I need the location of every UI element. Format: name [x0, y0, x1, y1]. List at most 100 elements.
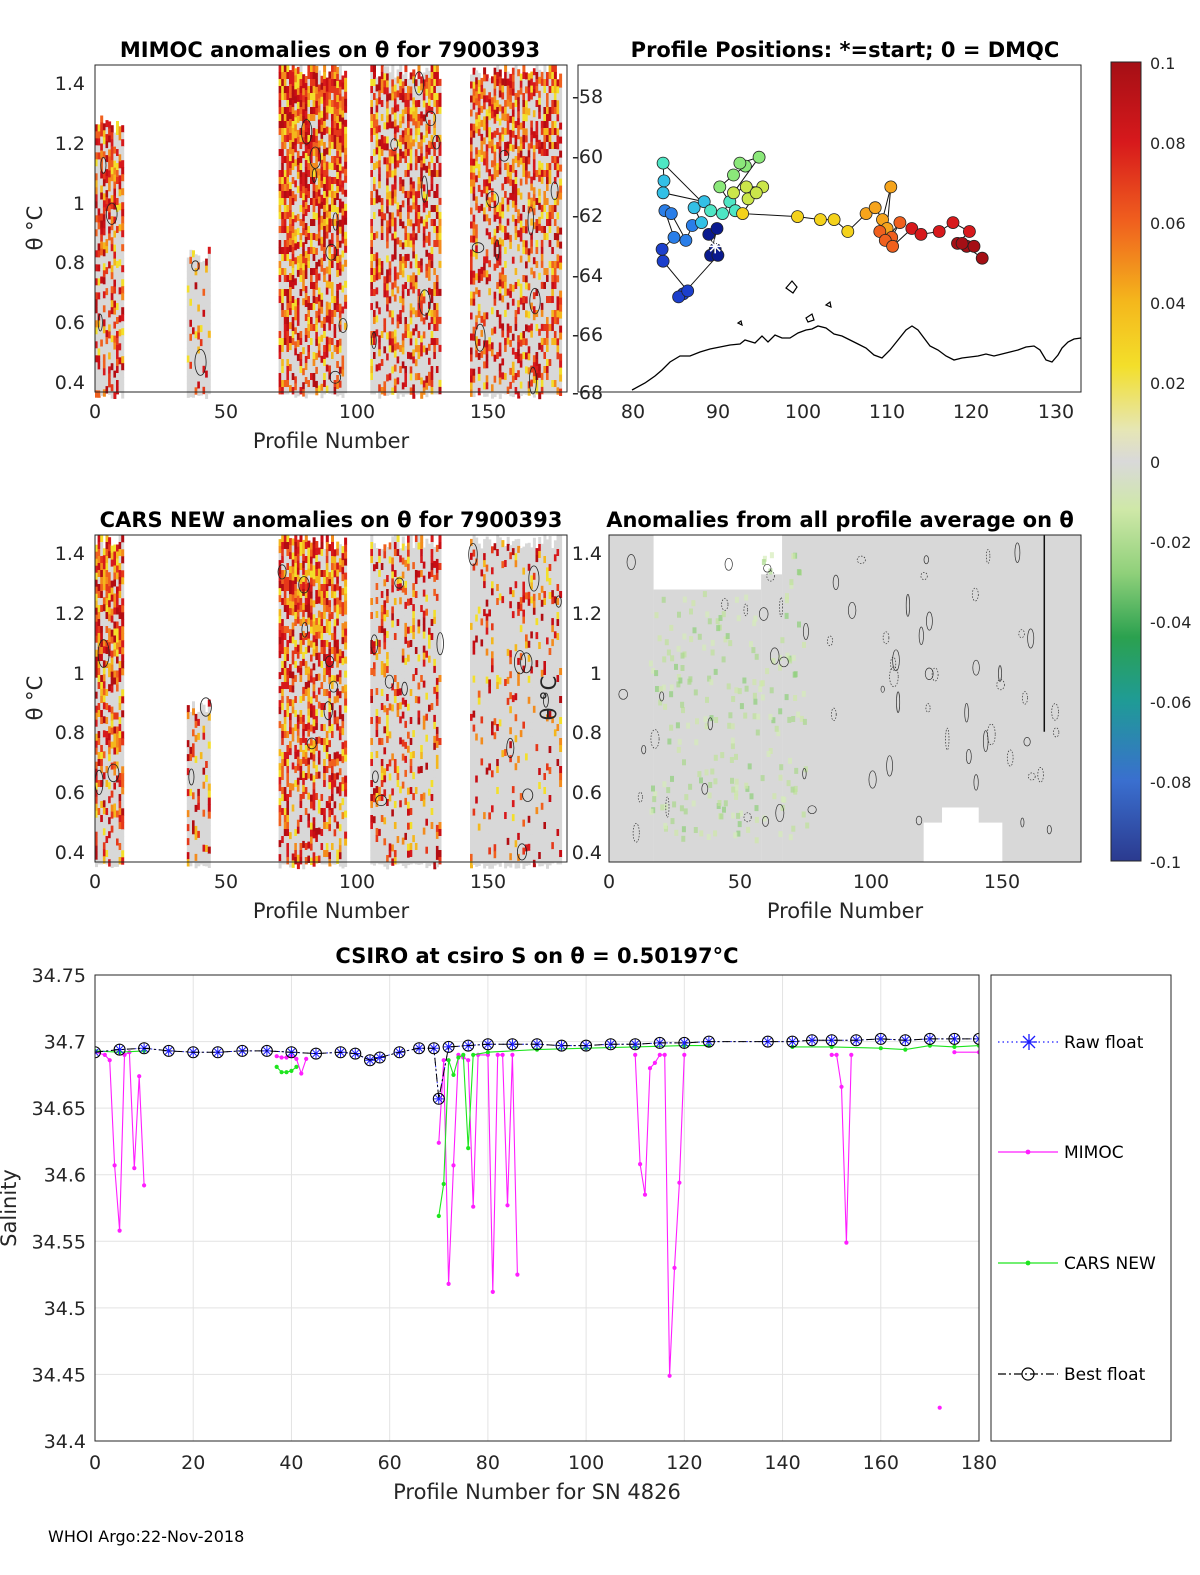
heatmap-cell — [535, 303, 539, 311]
heatmap-cell — [553, 240, 557, 248]
heatmap-cell — [320, 117, 324, 126]
heatmap-cell — [417, 86, 421, 94]
heatmap-cell — [404, 128, 408, 136]
heatmap-cell — [378, 377, 382, 385]
heatmap-cell — [530, 295, 534, 303]
heatmap-cell — [498, 216, 502, 224]
heatmap-cell — [407, 239, 410, 248]
heatmap-cell — [483, 123, 487, 131]
heatmap-cell — [315, 121, 319, 130]
heatmap-cell — [105, 148, 109, 156]
heatmap-cell — [192, 271, 195, 279]
heatmap-cell — [289, 238, 292, 246]
heatmap-cell — [493, 214, 497, 223]
heatmap-cell — [294, 68, 298, 76]
heatmap-cell — [559, 227, 563, 235]
heatmap-cell — [396, 181, 400, 189]
heatmap-cell — [548, 212, 552, 220]
heatmap-cell — [417, 366, 421, 374]
heatmap-cell — [304, 258, 308, 266]
heatmap-cell — [409, 317, 413, 325]
heatmap-cell — [388, 219, 392, 227]
heatmap-cell — [540, 120, 544, 129]
heatmap-cell — [312, 142, 316, 150]
heatmap-cell — [538, 223, 542, 232]
heatmap-cell — [95, 159, 98, 167]
heatmap-cell — [294, 82, 298, 90]
heatmap-cell — [530, 267, 534, 275]
heatmap-cell — [535, 240, 539, 248]
heatmap-cell — [315, 177, 319, 186]
heatmap-cell — [189, 375, 193, 384]
heatmap-cell — [121, 237, 125, 245]
heatmap-cell — [525, 366, 528, 374]
profile-position-marker — [656, 186, 670, 200]
heatmap-cell — [391, 387, 395, 395]
heatmap-cell — [336, 340, 340, 348]
heatmap-cell — [407, 267, 410, 276]
heatmap-cell — [556, 247, 560, 255]
heatmap-cell — [417, 184, 421, 192]
heatmap-cell — [548, 373, 552, 381]
heatmap-cell — [530, 127, 534, 135]
heatmap-cell — [199, 339, 203, 347]
heatmap-cell — [438, 379, 442, 388]
heatmap-cell — [393, 77, 397, 85]
heatmap-cell — [373, 177, 376, 185]
heatmap-cell — [344, 364, 348, 373]
heatmap-cell — [414, 170, 418, 178]
heatmap-cell — [551, 163, 555, 171]
heatmap-cell — [100, 164, 104, 172]
heatmap-cell — [540, 218, 544, 227]
heatmap-cell — [519, 283, 523, 291]
heatmap-cell — [535, 387, 539, 395]
colorbar-tick: -0.1 — [1150, 853, 1181, 872]
heatmap-cell — [294, 320, 298, 328]
heatmap-cell — [105, 316, 109, 324]
heatmap-cell — [336, 116, 340, 124]
heatmap-cell — [530, 274, 534, 282]
heatmap-cell — [307, 324, 311, 332]
heatmap-cell — [320, 180, 324, 189]
heatmap-cell — [100, 241, 104, 249]
heatmap-cell — [283, 289, 287, 297]
heatmap-cell — [386, 157, 390, 165]
heatmap-cell — [396, 153, 400, 161]
heatmap-cell — [97, 124, 101, 132]
heatmap-cell — [430, 177, 434, 185]
heatmap-cell — [393, 154, 397, 162]
heatmap-cell — [538, 83, 542, 92]
heatmap-cell — [100, 157, 104, 165]
heatmap-cell — [517, 90, 521, 98]
heatmap-cell — [472, 305, 476, 314]
heatmap-cell — [296, 297, 300, 306]
heatmap-cell — [475, 287, 479, 295]
heatmap-cell — [407, 281, 410, 290]
heatmap-cell — [383, 374, 387, 382]
heatmap-cell — [100, 381, 104, 389]
heatmap-cell — [472, 361, 476, 370]
heatmap-cell — [540, 358, 544, 367]
heatmap-cell — [435, 128, 439, 136]
heatmap-cell — [511, 298, 515, 307]
heatmap-cell — [517, 230, 521, 238]
heatmap-cell — [530, 232, 534, 240]
heatmap-cell — [323, 107, 327, 115]
heatmap-cell — [325, 357, 329, 365]
heatmap-cell — [553, 289, 557, 297]
heatmap-cell — [532, 355, 536, 363]
heatmap-cell — [291, 373, 295, 381]
heatmap-cell — [433, 149, 437, 157]
heatmap-cell — [511, 144, 515, 153]
heatmap-cell — [307, 65, 311, 73]
heatmap-cell — [344, 280, 348, 289]
heatmap-cell — [470, 221, 473, 229]
heatmap-cell — [506, 337, 510, 345]
heatmap-cell — [108, 338, 112, 346]
heatmap-cell — [556, 79, 560, 87]
heatmap-cell — [422, 317, 426, 325]
heatmap-cell — [375, 252, 379, 260]
heatmap-cell — [199, 297, 203, 305]
heatmap-cell — [95, 698, 98, 707]
heatmap-cell — [556, 268, 560, 276]
